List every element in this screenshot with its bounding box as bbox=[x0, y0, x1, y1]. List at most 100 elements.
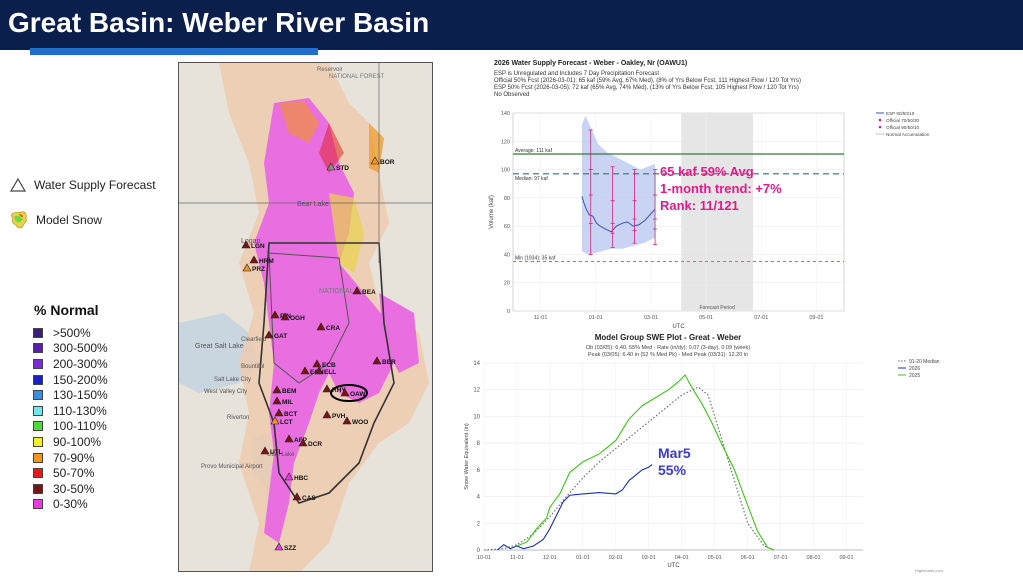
y-axis-label: Snow Water Equivalent (in) bbox=[464, 423, 470, 490]
percent-swatch bbox=[33, 405, 43, 416]
station-label: PRZ bbox=[252, 266, 265, 273]
station-marker bbox=[280, 312, 290, 321]
percent-swatch bbox=[33, 374, 43, 385]
percent-swatch bbox=[33, 483, 43, 494]
station-marker bbox=[326, 162, 336, 171]
swe-legend-label: 2026 bbox=[909, 366, 920, 372]
station-marker bbox=[284, 434, 294, 443]
y-axis-label: Volume (kaf) bbox=[489, 195, 495, 229]
esp-median-line bbox=[581, 196, 656, 233]
map-label-west-valley: West Valley City bbox=[204, 389, 247, 395]
model-snow-pink bbox=[254, 98, 394, 543]
average-label: Average: 111 kaf bbox=[515, 148, 553, 154]
station-label: OGH bbox=[290, 315, 305, 322]
station-label: MIL bbox=[282, 399, 293, 406]
forecast-info-line-2: Official 50% Fcst (2026-03-01): 65 kaf (… bbox=[494, 78, 802, 84]
x-tick-label: 03-01 bbox=[644, 315, 658, 321]
station-marker bbox=[372, 356, 382, 365]
basin-map: Reservoir NATIONAL FOREST Bear Lake Loga… bbox=[178, 62, 433, 572]
x-tick-label: 06-01 bbox=[741, 555, 755, 561]
percent-normal-title: % Normal bbox=[34, 302, 99, 318]
percent-label: 110-130% bbox=[53, 403, 107, 418]
map-label-utah-lake: Utah Lake bbox=[267, 452, 295, 458]
swe-chart-svg: 0 2 4 6 8 10 12 14 10-01 11-01 12-01 01-01 02-01 03-0… bbox=[464, 359, 940, 569]
map-label-great-salt-lake: Great Salt Lake bbox=[195, 343, 244, 350]
station-marker bbox=[249, 255, 259, 264]
percent-legend-item: 0-30% bbox=[33, 497, 108, 513]
swe-annotation-line: Mar5 bbox=[658, 445, 691, 461]
x-tick-label: 01-01 bbox=[589, 315, 603, 321]
swe-chart-subtitle-1: Ob (03/05): 6.40, 55% Med - Rate (in/dy)… bbox=[585, 345, 751, 351]
station-marker bbox=[270, 310, 280, 319]
station-marker bbox=[300, 366, 310, 375]
percent-legend-item: 110-130% bbox=[33, 403, 108, 419]
percent-label: >500% bbox=[53, 325, 91, 340]
forecast-annotation-line: 65 kaf 59% Avg bbox=[660, 164, 754, 179]
station-label: LCT bbox=[280, 419, 293, 426]
map-label-logan: Logan bbox=[241, 238, 261, 245]
station-label: WOO bbox=[352, 419, 368, 426]
station-label: ECB bbox=[322, 362, 336, 369]
legend-label: Official 70/50/30 bbox=[886, 118, 920, 123]
station-marker bbox=[284, 472, 294, 481]
station-marker bbox=[272, 385, 282, 394]
forecast-annotation-line: Rank: 11/121 bbox=[660, 198, 739, 213]
station-marker bbox=[370, 156, 380, 165]
percent-legend-item: 300-500% bbox=[33, 341, 108, 357]
station-marker bbox=[260, 446, 270, 455]
station-label: HBC bbox=[294, 475, 308, 482]
y-tick-label: 8 bbox=[477, 441, 481, 447]
station-marker bbox=[298, 438, 308, 447]
station-label: ELL bbox=[324, 369, 336, 376]
station-marker bbox=[241, 240, 251, 249]
percent-label: 300-500% bbox=[53, 341, 108, 356]
map-label-clearfield: Clearfield bbox=[241, 337, 266, 343]
x-tick-label: 08-01 bbox=[807, 555, 821, 561]
legend-swatch bbox=[878, 125, 882, 129]
percent-label: 50-70% bbox=[53, 466, 95, 481]
y-tick-label: 0 bbox=[507, 309, 510, 315]
percent-label: 0-30% bbox=[53, 497, 88, 512]
map-canvas: Reservoir NATIONAL FOREST Bear Lake Loga… bbox=[179, 63, 432, 571]
triangle-icon bbox=[10, 178, 26, 192]
oaw-highlight-ring bbox=[330, 384, 368, 402]
station-marker bbox=[242, 263, 252, 272]
station-marker bbox=[314, 366, 324, 375]
x-tick-label: 07-01 bbox=[754, 315, 768, 321]
percent-normal-legend: >500% 300-500% 200-300% 150-200% 130-150% 110… bbox=[33, 325, 108, 512]
percent-label: 70-90% bbox=[53, 450, 95, 465]
station-marker bbox=[270, 416, 280, 425]
swe-legend-label: 91-20 Median bbox=[909, 359, 940, 365]
station-marker bbox=[322, 410, 332, 419]
legend-model-snow-label: Model Snow bbox=[36, 213, 103, 227]
station-label: OAW bbox=[350, 391, 366, 398]
x-tick-label: 04-01 bbox=[675, 555, 689, 561]
page-title: Great Basin: Weber River Basin bbox=[8, 7, 430, 38]
map-label-provo: Provo Municipal Airport bbox=[201, 464, 263, 470]
map-label-bountiful: Bountiful bbox=[241, 364, 264, 370]
station-label: BOR bbox=[380, 159, 395, 166]
y-tick-label: 20 bbox=[504, 281, 510, 287]
swe-chart-title: Model Group SWE Plot - Great - Weber bbox=[594, 333, 742, 342]
forecast-chart-svg: 0 20 40 60 80 100 120 140 11-01 01-01 03-01 05-01 07… bbox=[489, 111, 930, 330]
snow-region-icon bbox=[10, 211, 27, 229]
station-marker bbox=[342, 416, 352, 425]
percent-legend-item: 200-300% bbox=[33, 356, 108, 372]
station-marker bbox=[264, 330, 274, 339]
y-tick-label: 80 bbox=[504, 196, 510, 202]
station-label: CAS bbox=[302, 495, 316, 502]
x-tick-label: 11-01 bbox=[510, 555, 524, 561]
map-label-riverton: Riverton bbox=[227, 415, 249, 421]
station-label: CRA bbox=[326, 325, 340, 332]
station-marker bbox=[272, 396, 282, 405]
station-marker bbox=[316, 322, 326, 331]
x-axis-label: UTC bbox=[667, 563, 680, 569]
chart-credit: Highcharts.com bbox=[915, 568, 943, 573]
station-label: DCR bbox=[308, 441, 322, 448]
swe-chart: Model Group SWE Plot - Great - Weber Ob … bbox=[458, 330, 940, 576]
station-label: BER bbox=[382, 359, 396, 366]
percent-swatch bbox=[33, 468, 43, 479]
percent-legend-item: 90-100% bbox=[33, 434, 108, 450]
percent-swatch bbox=[33, 390, 43, 401]
